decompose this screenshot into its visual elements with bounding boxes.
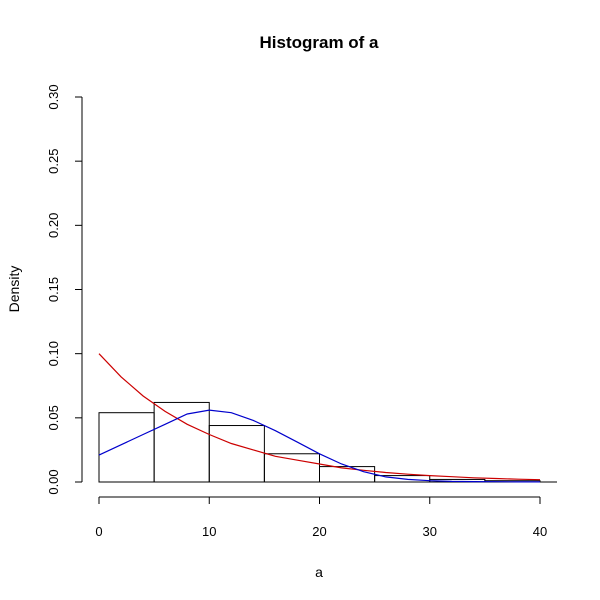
y-axis-label: Density [6, 266, 22, 313]
y-tick-label-1: 0.05 [46, 405, 61, 430]
x-axis-label: a [315, 564, 323, 580]
density-curve-0 [98, 353, 541, 481]
histogram-bars [98, 401, 557, 483]
histogram-bar-1 [153, 401, 210, 483]
x-tick-label-0: 0 [95, 524, 102, 539]
y-axis: 0.00 0.05 0.10 0.15 0.20 0.25 0.30 [46, 84, 83, 495]
x-tick-label-4: 40 [533, 524, 547, 539]
x-tick-label-2: 20 [312, 524, 326, 539]
y-tick-label-0: 0.00 [46, 469, 61, 494]
y-tick-label-2: 0.10 [46, 341, 61, 366]
y-tick-label-5: 0.25 [46, 149, 61, 174]
chart-title: Histogram of a [259, 33, 379, 52]
histogram-bar-2 [208, 425, 265, 483]
density-curve-1 [98, 409, 540, 483]
histogram-bar-3 [263, 453, 320, 483]
y-tick-label-6: 0.30 [46, 84, 61, 109]
x-axis: 0 10 20 30 40 [95, 496, 547, 539]
x-tick-label-1: 10 [202, 524, 216, 539]
y-tick-label-3: 0.15 [46, 277, 61, 302]
density-curves [98, 353, 541, 483]
x-tick-label-3: 30 [423, 524, 437, 539]
y-tick-label-4: 0.20 [46, 213, 61, 238]
histogram-bar-0 [98, 412, 155, 483]
